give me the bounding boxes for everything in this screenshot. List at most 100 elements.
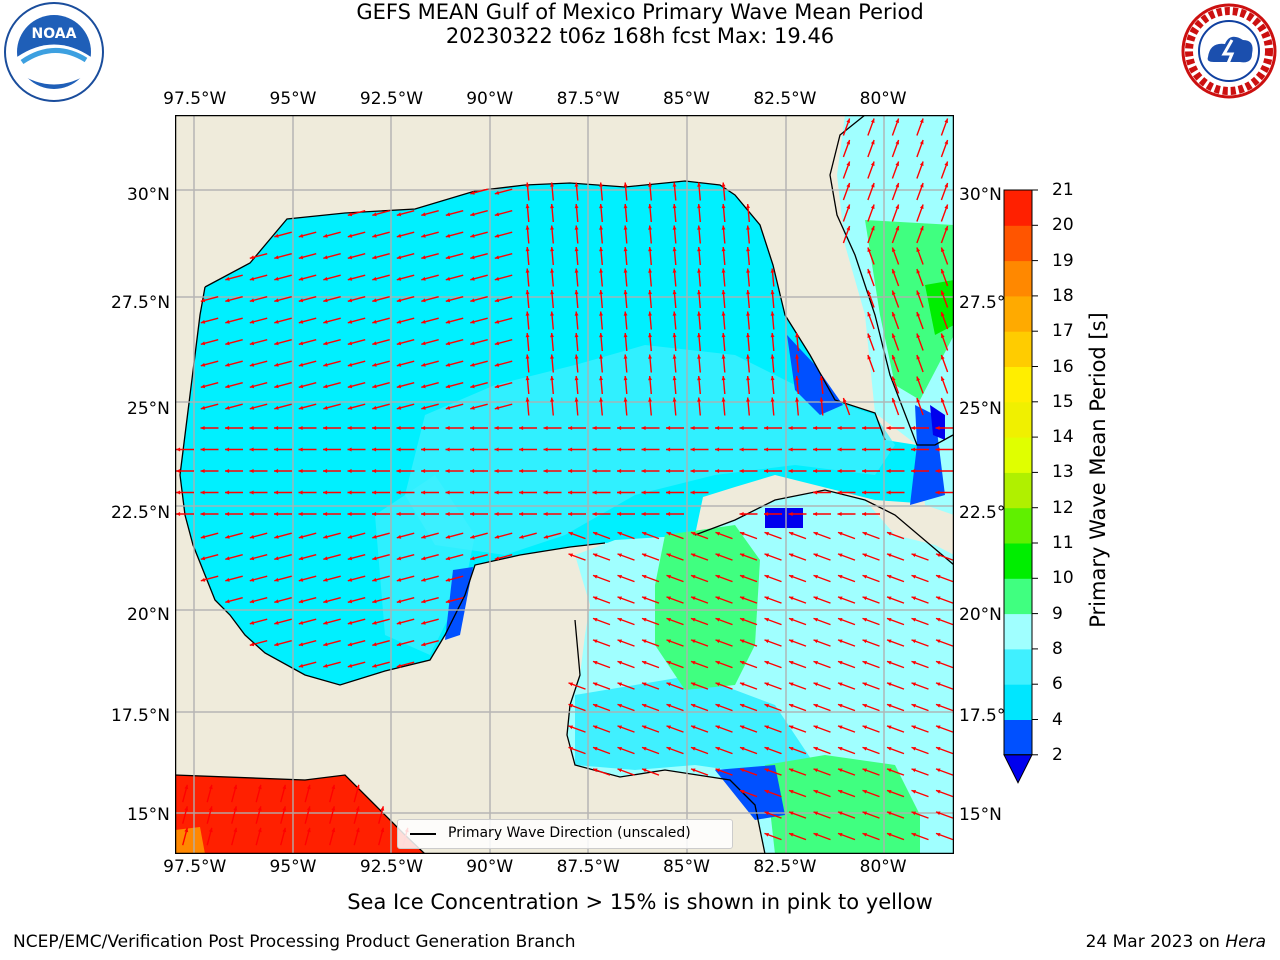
wave-arrow-head: [470, 447, 475, 452]
wave-arrow-head: [249, 298, 255, 303]
wave-arrow-head: [862, 618, 867, 622]
wave-arrow-head: [843, 398, 847, 403]
wave-arrow-head: [599, 290, 603, 295]
lat-tick-right: 20°N: [959, 605, 1002, 626]
wave-arrow-head: [911, 790, 916, 794]
wave-arrow-head: [867, 355, 872, 360]
wave-arrow-head: [470, 255, 475, 260]
wave-arrow-head: [642, 747, 647, 751]
wave-arrow-head: [838, 747, 843, 751]
wave-arrow-head: [919, 183, 924, 188]
wave-arrow-head: [519, 469, 524, 473]
wave-arrow-head: [617, 426, 622, 430]
wave-arrow-head: [838, 596, 843, 601]
wave-arrow-head: [525, 354, 530, 359]
wave-arrow-head: [862, 469, 867, 473]
wave-arrow-head: [274, 620, 279, 625]
wave-arrow-head: [837, 512, 842, 516]
wave-arrow-head: [813, 682, 818, 687]
colorbar-level-label: 15: [1052, 391, 1074, 412]
lat-tick-right: 22.5°N: [959, 503, 1019, 524]
wave-arrow-head: [298, 319, 304, 324]
wave-arrow-head: [568, 512, 573, 516]
wave-arrow-head: [789, 596, 794, 601]
wave-arrow-head: [838, 833, 843, 837]
wave-arrow-head: [574, 290, 579, 295]
wave-arrow-head: [648, 397, 652, 402]
wave-arrow-head: [519, 512, 524, 516]
colorbar-segment: [1004, 190, 1032, 226]
wave-arrow-head: [935, 490, 940, 495]
wave-arrow-head: [176, 490, 181, 495]
wave-arrow-head: [494, 212, 500, 217]
footer-date: 24 Mar 2023 on Hera: [1086, 932, 1266, 952]
wave-arrow-head: [867, 333, 872, 338]
lon-tick-bottom: 97.5°W: [163, 857, 227, 877]
wave-arrow-head: [721, 333, 726, 338]
wave-arrow-head: [298, 447, 303, 452]
wave-arrow-head: [887, 811, 892, 816]
wave-arrow-head: [672, 225, 677, 230]
wave-arrow-head: [380, 806, 385, 811]
wave-arrow-head: [944, 204, 948, 209]
wave-arrow-head: [715, 596, 720, 601]
wave-arrow-head: [892, 355, 896, 360]
wave-arrow-head: [944, 183, 948, 188]
wave-arrow-head: [715, 725, 720, 730]
wave-arrow-head: [225, 556, 230, 561]
wave-arrow-head: [592, 469, 597, 473]
wave-arrow-head: [740, 618, 745, 622]
wave-arrow-head: [225, 469, 230, 473]
wave-arrow-head: [494, 276, 500, 281]
wave-arrow-head: [690, 426, 695, 430]
wave-arrow-head: [666, 682, 671, 687]
wave-arrow-head: [672, 354, 677, 359]
wave-arrow-head: [372, 599, 377, 604]
wave-arrow-head: [666, 639, 671, 644]
lat-tick-left: 17.5°N: [111, 705, 171, 726]
wave-arrow-head: [764, 790, 769, 794]
wave-arrow-head: [617, 469, 622, 473]
wave-arrow-head: [623, 333, 628, 338]
wave-arrow-head: [911, 426, 916, 430]
wave-arrow-head: [421, 620, 426, 625]
wave-arrow-head: [355, 827, 360, 833]
wave-arrow-head: [895, 226, 899, 231]
wave-arrow-head: [593, 747, 598, 751]
wave-arrow-head: [870, 161, 875, 166]
wave-arrow-head: [813, 596, 818, 601]
wave-arrow-head: [568, 447, 573, 452]
wave-arrow-head: [298, 341, 304, 346]
colorbar-level-label: 2: [1052, 744, 1063, 765]
wave-arrow-head: [396, 233, 402, 238]
wave-direction-arrows: [176, 118, 954, 846]
wave-arrow-head: [396, 512, 401, 516]
wave-arrow-head: [282, 806, 287, 811]
pacific-orange: [175, 827, 205, 854]
wave-arrow-head: [543, 490, 548, 495]
wave-arrow-head: [574, 333, 579, 338]
wave-arrow-head: [574, 311, 579, 316]
wave-arrow-head: [715, 575, 720, 579]
wave-arrow-head: [599, 397, 603, 402]
wave-arrow-head: [846, 183, 850, 188]
lat-tick-left: 25°N: [127, 399, 170, 420]
wave-arrow-head: [862, 553, 867, 558]
wave-arrow-head: [274, 384, 279, 389]
wave-arrow-head: [445, 490, 450, 495]
wave-arrow-head: [887, 553, 892, 558]
wave-arrow-head: [421, 276, 426, 281]
wave-arrow-head: [225, 577, 230, 582]
wave-arrow-head: [911, 747, 916, 751]
wave-arrow-head: [200, 512, 205, 516]
wave-arrow-head: [690, 490, 695, 495]
wave-arrow-head: [666, 661, 671, 665]
wave-arrow-head: [795, 376, 799, 381]
wave-arrow-head: [770, 290, 775, 295]
wave-arrow-head: [445, 469, 450, 473]
lon-tick-bottom: 85°W: [662, 857, 710, 877]
colorbar-level-label: 11: [1052, 533, 1074, 553]
wave-arrow-head: [347, 255, 353, 260]
wave-arrow-head: [494, 426, 499, 430]
colorbar-segment: [1004, 543, 1032, 579]
